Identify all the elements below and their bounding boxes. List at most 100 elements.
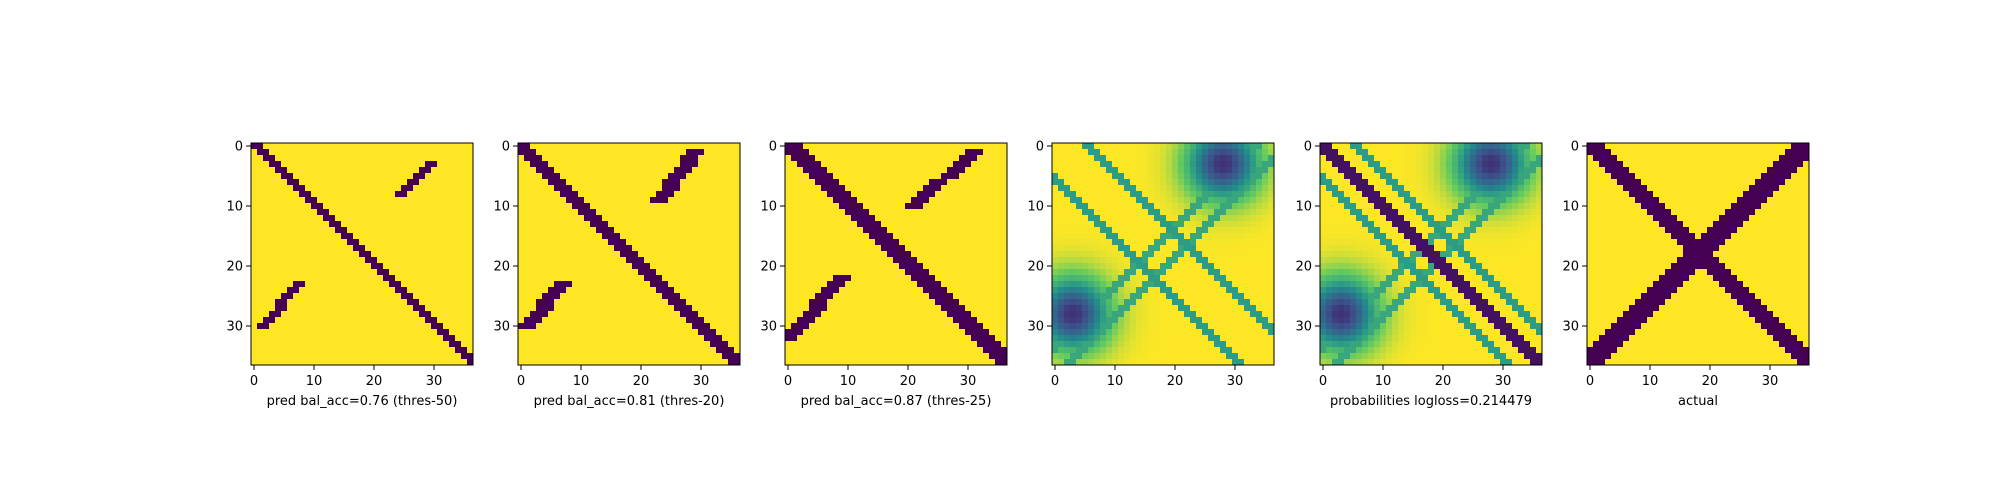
heatmap-cell xyxy=(803,203,810,210)
heatmap-cell xyxy=(1256,239,1263,246)
heatmap-cell xyxy=(608,203,615,210)
heatmap-cell xyxy=(692,203,699,210)
heatmap-cell xyxy=(542,359,549,366)
heatmap-cell xyxy=(467,167,474,174)
heatmap-cell xyxy=(317,299,324,306)
heatmap-cell xyxy=(710,191,717,198)
heatmap-cell xyxy=(1196,155,1203,162)
heatmap-cell xyxy=(821,257,828,264)
heatmap-cell xyxy=(803,221,810,228)
heatmap-cell xyxy=(821,179,828,186)
heatmap-cell xyxy=(281,317,288,324)
heatmap-cell xyxy=(1220,203,1227,210)
heatmap-cell xyxy=(1130,155,1137,162)
heatmap-cell xyxy=(644,179,651,186)
heatmap-cell xyxy=(251,215,258,222)
heatmap-cell xyxy=(548,203,555,210)
heatmap-cell xyxy=(815,161,822,168)
heatmap-cell xyxy=(1166,179,1173,186)
heatmap-cell xyxy=(710,335,717,342)
heatmap-cell xyxy=(959,269,966,276)
heatmap-cell xyxy=(785,329,792,336)
heatmap-cell xyxy=(419,353,426,360)
heatmap-cell xyxy=(734,185,741,192)
heatmap-cell xyxy=(449,173,456,180)
heatmap-cell xyxy=(638,263,645,270)
heatmap-cell xyxy=(911,329,918,336)
heatmap-cell xyxy=(722,335,729,342)
heatmap-cell xyxy=(317,353,324,360)
heatmap-cell xyxy=(839,317,846,324)
heatmap-cell xyxy=(590,143,597,150)
heatmap-cell xyxy=(251,269,258,276)
heatmap-cell xyxy=(935,269,942,276)
heatmap-cell xyxy=(317,293,324,300)
heatmap-cell xyxy=(1106,203,1113,210)
heatmap-cell xyxy=(875,311,882,318)
heatmap-cell xyxy=(923,197,930,204)
heatmap-cell xyxy=(341,149,348,156)
heatmap-cell xyxy=(275,173,282,180)
heatmap-cell xyxy=(650,293,657,300)
heatmap-cell xyxy=(698,341,705,348)
heatmap-cell xyxy=(935,191,942,198)
heatmap-cell xyxy=(905,299,912,306)
heatmap-cell xyxy=(923,161,930,168)
heatmap-cell xyxy=(1250,203,1257,210)
heatmap-cell xyxy=(863,203,870,210)
heatmap-cell xyxy=(443,353,450,360)
heatmap-cell xyxy=(1130,215,1137,222)
heatmap-cell xyxy=(419,143,426,150)
heatmap-cell xyxy=(833,353,840,360)
heatmap-cell xyxy=(650,347,657,354)
heatmap-cell xyxy=(1076,197,1083,204)
heatmap-cell xyxy=(959,179,966,186)
heatmap-cell xyxy=(728,197,735,204)
heatmap-cell xyxy=(395,143,402,150)
heatmap-cell xyxy=(560,287,567,294)
heatmap-cell xyxy=(935,149,942,156)
heatmap-cell xyxy=(1268,149,1275,156)
heatmap-cell xyxy=(293,221,300,228)
heatmap-cell xyxy=(1001,275,1008,282)
heatmap-cell xyxy=(269,335,276,342)
heatmap-cell xyxy=(443,311,450,318)
heatmap-cell xyxy=(899,173,906,180)
heatmap-cell xyxy=(299,293,306,300)
heatmap-cell xyxy=(887,143,894,150)
heatmap-cell xyxy=(644,323,651,330)
heatmap-cell xyxy=(1190,143,1197,150)
heatmap-cell xyxy=(1076,239,1083,246)
heatmap-cell xyxy=(419,347,426,354)
heatmap-cell xyxy=(377,263,384,270)
heatmap-cell xyxy=(959,257,966,264)
heatmap-cell xyxy=(710,149,717,156)
heatmap-cell xyxy=(395,341,402,348)
heatmap-cell xyxy=(1196,161,1203,168)
heatmap-cell xyxy=(935,197,942,204)
heatmap-cell xyxy=(839,227,846,234)
heatmap-cell xyxy=(572,149,579,156)
heatmap-cell xyxy=(1088,191,1095,198)
heatmap-cell xyxy=(959,335,966,342)
heatmap-cell xyxy=(839,233,846,240)
heatmap-cell xyxy=(680,203,687,210)
heatmap-cell xyxy=(461,197,468,204)
heatmap-cell xyxy=(536,341,543,348)
heatmap-cell xyxy=(1208,179,1215,186)
heatmap-cell xyxy=(1220,251,1227,258)
heatmap-cell xyxy=(347,287,354,294)
heatmap-cell xyxy=(263,299,270,306)
heatmap-cell xyxy=(548,359,555,366)
heatmap-cell xyxy=(530,335,537,342)
heatmap-cell xyxy=(437,347,444,354)
heatmap-cell xyxy=(899,287,906,294)
heatmap-cell xyxy=(251,191,258,198)
heatmap-cell xyxy=(323,251,330,258)
heatmap-cell xyxy=(803,293,810,300)
heatmap-cell xyxy=(953,329,960,336)
heatmap-cell xyxy=(668,269,675,276)
heatmap-cell xyxy=(329,311,336,318)
heatmap-cell xyxy=(359,239,366,246)
heatmap-cell xyxy=(815,149,822,156)
